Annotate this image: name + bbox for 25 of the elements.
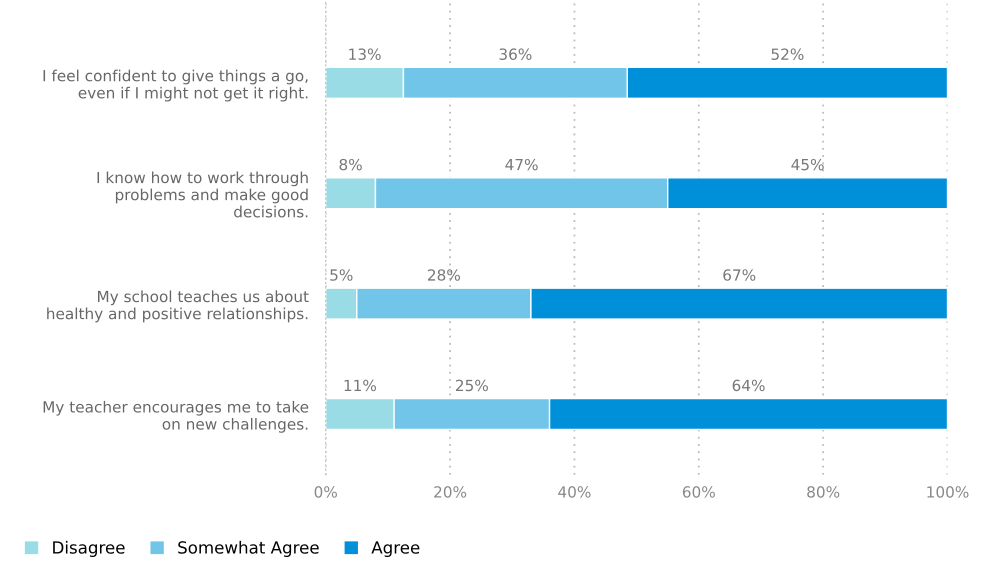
data-label: 28% (428, 269, 460, 281)
x-tick-label: 40% (558, 486, 591, 498)
data-label: 67% (723, 269, 756, 281)
x-tick-label: 0% (314, 486, 337, 498)
legend-label: Somewhat Agree (178, 540, 319, 557)
data-label: 64% (732, 380, 765, 392)
x-tick-label: 100% (927, 486, 969, 498)
data-label: 36% (500, 48, 532, 60)
legend-label: Agree (371, 541, 420, 557)
x-tick-label: 80% (807, 486, 840, 498)
x-tick-label: 20% (434, 486, 466, 498)
y-tick-label: My teacher encourages me to take on new challenges. (44, 400, 308, 433)
legend-label: Disagree (53, 540, 125, 557)
data-label: 45% (791, 158, 824, 170)
data-label: 13% (349, 48, 381, 60)
data-label: 8% (340, 158, 362, 170)
data-label: 47% (505, 158, 538, 170)
y-tick-label: I know how to work through problems and make good decisions. (98, 171, 308, 218)
data-label: 5% (330, 269, 353, 281)
data-label: 52% (772, 48, 804, 60)
data-label: 25% (456, 380, 488, 392)
y-tick-label: I feel confident to give things a go, even if I might not get it right. (44, 70, 308, 102)
y-tick-label: My school teaches us about healthy and positive relationships. (47, 290, 309, 322)
data-label: 11% (344, 380, 376, 392)
x-tick-label: 60% (682, 486, 715, 498)
